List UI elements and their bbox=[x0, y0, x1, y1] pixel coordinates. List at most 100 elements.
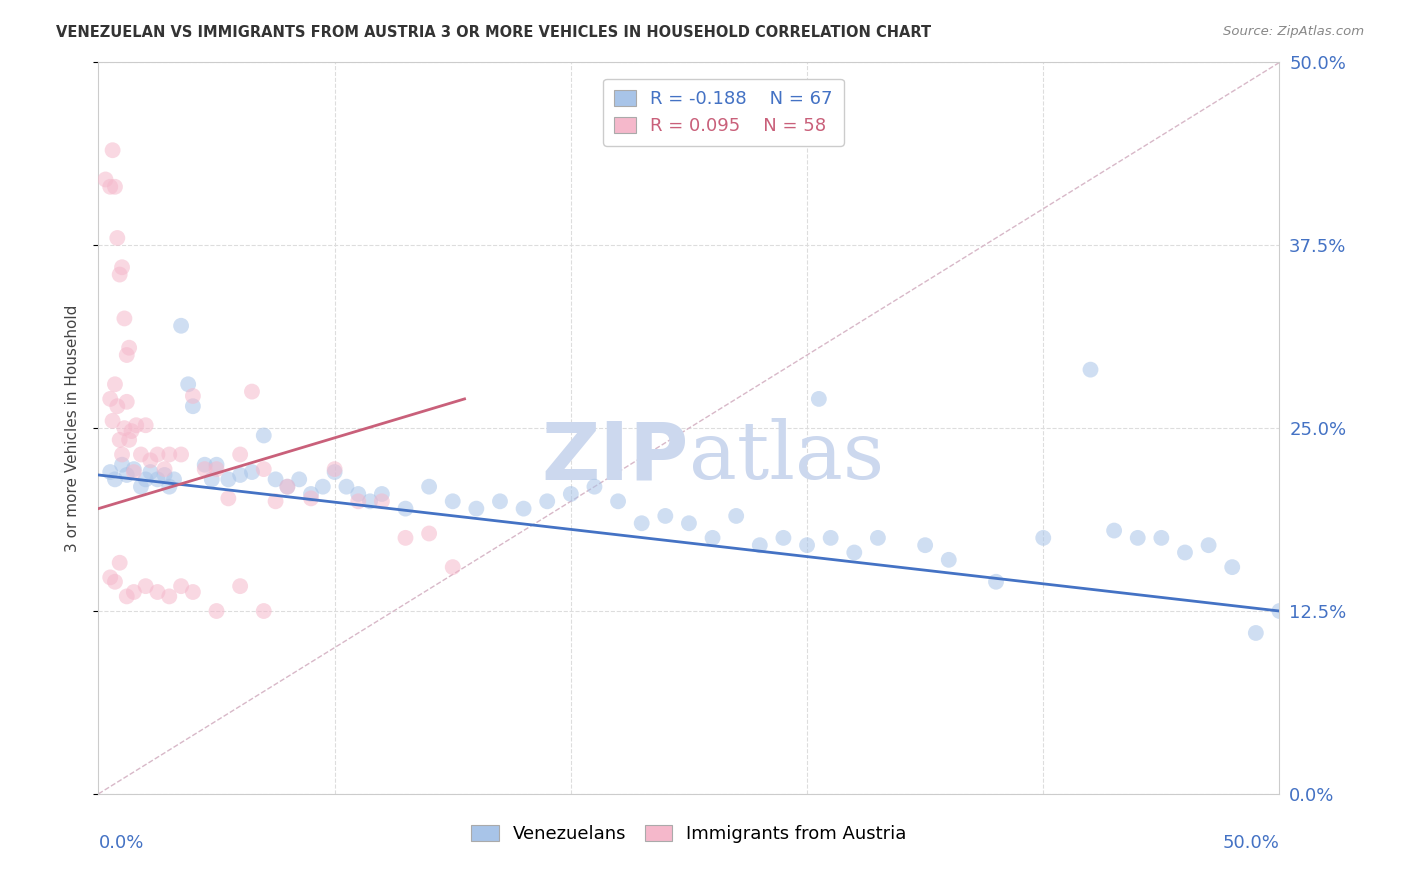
Point bbox=[678, 516, 700, 531]
Point bbox=[371, 487, 394, 501]
Point bbox=[153, 467, 176, 482]
Point bbox=[359, 494, 381, 508]
Point bbox=[122, 465, 145, 479]
Point bbox=[111, 458, 134, 472]
Point bbox=[323, 465, 346, 479]
Point bbox=[1080, 362, 1102, 376]
Point bbox=[418, 480, 440, 494]
Point bbox=[194, 458, 217, 472]
Point bbox=[418, 526, 440, 541]
Point bbox=[264, 472, 287, 486]
Point bbox=[772, 531, 794, 545]
Point bbox=[240, 465, 263, 479]
Point bbox=[115, 394, 138, 409]
Point bbox=[146, 448, 169, 462]
Point bbox=[135, 418, 157, 433]
Point bbox=[276, 480, 298, 494]
Point bbox=[112, 311, 135, 326]
Point bbox=[129, 480, 152, 494]
Point bbox=[1268, 604, 1291, 618]
Point bbox=[866, 531, 889, 545]
Point bbox=[122, 585, 145, 599]
Point bbox=[654, 508, 676, 523]
Point bbox=[394, 501, 416, 516]
Point bbox=[312, 480, 335, 494]
Point bbox=[108, 556, 131, 570]
Point bbox=[347, 494, 370, 508]
Point bbox=[229, 467, 252, 482]
Point bbox=[217, 491, 239, 506]
Point bbox=[146, 585, 169, 599]
Point bbox=[394, 531, 416, 545]
Legend: Venezuelans, Immigrants from Austria: Venezuelans, Immigrants from Austria bbox=[464, 818, 914, 851]
Point bbox=[253, 428, 276, 442]
Point bbox=[163, 472, 186, 486]
Point bbox=[607, 494, 630, 508]
Point bbox=[796, 538, 818, 552]
Point bbox=[94, 172, 117, 186]
Point bbox=[205, 462, 228, 476]
Point bbox=[820, 531, 842, 545]
Text: atlas: atlas bbox=[689, 418, 884, 497]
Point bbox=[560, 487, 582, 501]
Point bbox=[181, 585, 204, 599]
Point bbox=[299, 487, 322, 501]
Point bbox=[115, 590, 138, 604]
Point bbox=[201, 472, 224, 486]
Point bbox=[157, 480, 180, 494]
Point bbox=[1174, 545, 1197, 559]
Point bbox=[108, 268, 131, 282]
Point bbox=[108, 433, 131, 447]
Point bbox=[101, 414, 124, 428]
Point bbox=[118, 433, 141, 447]
Point bbox=[104, 179, 127, 194]
Point bbox=[157, 590, 180, 604]
Point bbox=[105, 399, 128, 413]
Point bbox=[101, 143, 124, 157]
Point bbox=[807, 392, 830, 406]
Point bbox=[1102, 524, 1125, 538]
Point bbox=[229, 579, 252, 593]
Text: VENEZUELAN VS IMMIGRANTS FROM AUSTRIA 3 OR MORE VEHICLES IN HOUSEHOLD CORRELATIO: VENEZUELAN VS IMMIGRANTS FROM AUSTRIA 3 … bbox=[56, 25, 931, 40]
Point bbox=[135, 579, 157, 593]
Point bbox=[104, 377, 127, 392]
Point bbox=[112, 421, 135, 435]
Point bbox=[748, 538, 770, 552]
Point bbox=[299, 491, 322, 506]
Text: Source: ZipAtlas.com: Source: ZipAtlas.com bbox=[1223, 25, 1364, 38]
Point bbox=[1244, 626, 1267, 640]
Point bbox=[276, 480, 298, 494]
Point bbox=[288, 472, 311, 486]
Point bbox=[1032, 531, 1054, 545]
Point bbox=[181, 399, 204, 413]
Point bbox=[115, 467, 138, 482]
Point bbox=[335, 480, 357, 494]
Point bbox=[139, 453, 162, 467]
Point bbox=[240, 384, 263, 399]
Y-axis label: 3 or more Vehicles in Household: 3 or more Vehicles in Household bbox=[65, 304, 80, 552]
Point bbox=[217, 472, 239, 486]
Point bbox=[104, 472, 127, 486]
Point bbox=[146, 472, 169, 486]
Point bbox=[111, 260, 134, 275]
Point bbox=[323, 462, 346, 476]
Point bbox=[441, 494, 464, 508]
Point bbox=[253, 604, 276, 618]
Point bbox=[139, 465, 162, 479]
Point bbox=[115, 348, 138, 362]
Point bbox=[1198, 538, 1220, 552]
Point bbox=[153, 462, 176, 476]
Point bbox=[229, 448, 252, 462]
Point bbox=[98, 570, 121, 584]
Point bbox=[205, 458, 228, 472]
Point bbox=[125, 418, 148, 433]
Point bbox=[465, 501, 488, 516]
Point bbox=[1126, 531, 1149, 545]
Point bbox=[135, 472, 157, 486]
Text: ZIP: ZIP bbox=[541, 418, 689, 497]
Point bbox=[938, 553, 960, 567]
Point bbox=[177, 377, 200, 392]
Point bbox=[118, 341, 141, 355]
Point bbox=[371, 494, 394, 508]
Point bbox=[157, 448, 180, 462]
